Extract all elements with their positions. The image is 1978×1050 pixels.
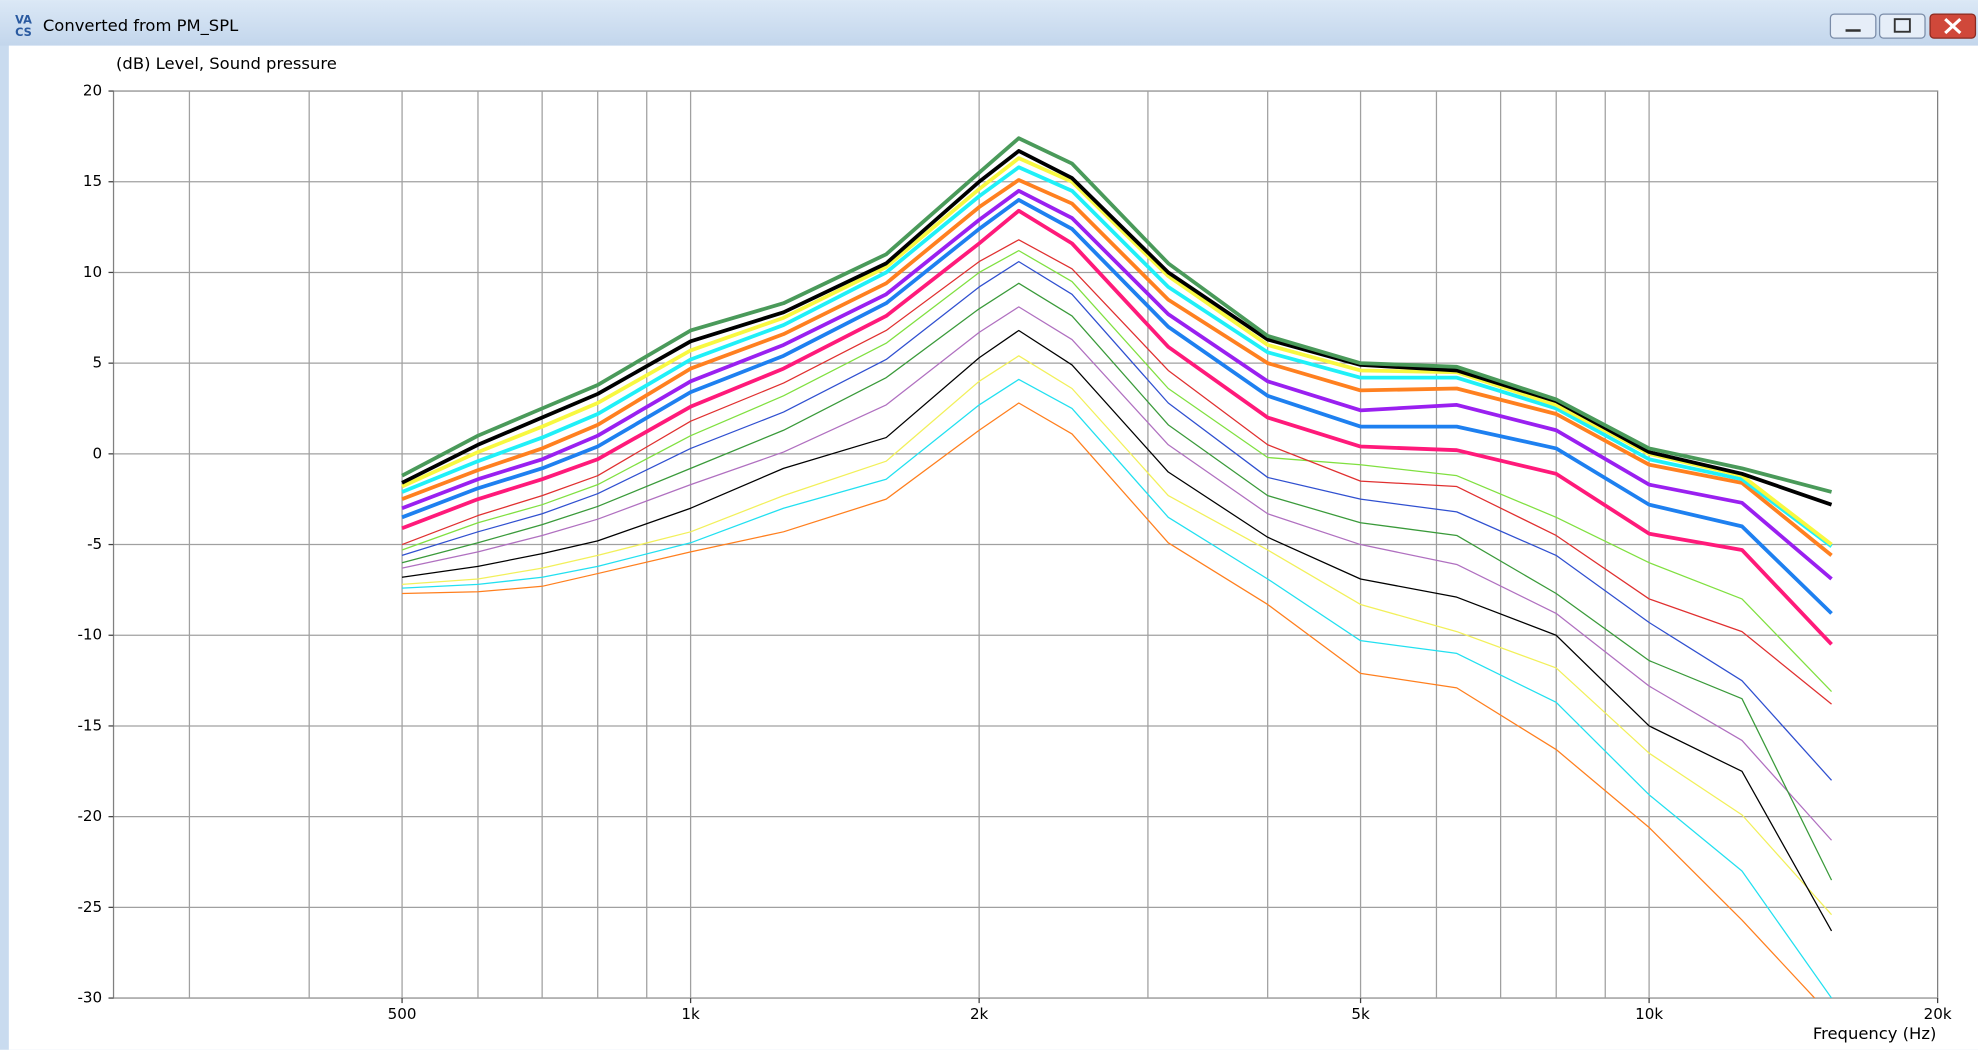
y-tick-label: 10 [83,263,102,281]
y-tick-label: -10 [77,626,102,644]
minimize-button[interactable] [1829,13,1877,39]
series-line [401,282,1833,881]
y-tick-label: 5 [93,354,103,372]
x-tick-label: 10k [1635,1005,1663,1023]
x-tick-label: 500 [388,1005,417,1023]
app-icon-2: CS [15,25,32,39]
y-tick-label: 15 [83,172,102,190]
series-line [401,306,1833,841]
y-tick-label: -30 [77,989,102,1007]
series-line [402,402,1816,999]
x-axis-title: Frequency (Hz) [1813,1024,1936,1043]
y-tick-label: -25 [77,898,102,916]
x-tick-label: 20k [1924,1005,1952,1023]
series-line [401,208,1833,646]
y-tick-label: 20 [83,82,102,100]
x-tick-label: 1k [681,1005,700,1023]
series-line [401,165,1833,548]
close-icon [1944,17,1962,35]
y-tick-label: -20 [77,807,102,825]
window-buttons [1829,13,1977,39]
maximize-button[interactable] [1878,13,1926,39]
x-tick-label: 5k [1351,1005,1370,1023]
series-line [402,378,1833,999]
series-line [401,239,1832,705]
series-line [401,188,1833,581]
series-line [401,355,1833,916]
series-line [401,178,1833,557]
series-line [401,156,1833,547]
y-tick-label: -15 [77,716,102,734]
y-axis-title: (dB) Level, Sound pressure [116,54,337,73]
series-line [401,249,1832,692]
y-tick-label: -5 [87,535,102,553]
y-tick-label: 0 [93,444,103,462]
app-icon: VA [15,12,32,26]
maximize-icon [1893,18,1911,33]
series-line [401,136,1833,494]
x-tick-label: 2k [970,1005,989,1023]
series-group [401,136,1833,999]
window-title: Converted from PM_SPL [43,16,239,36]
title-bar [0,0,1978,46]
series-line [401,260,1833,781]
series-line [401,329,1833,932]
series-line [401,198,1833,615]
